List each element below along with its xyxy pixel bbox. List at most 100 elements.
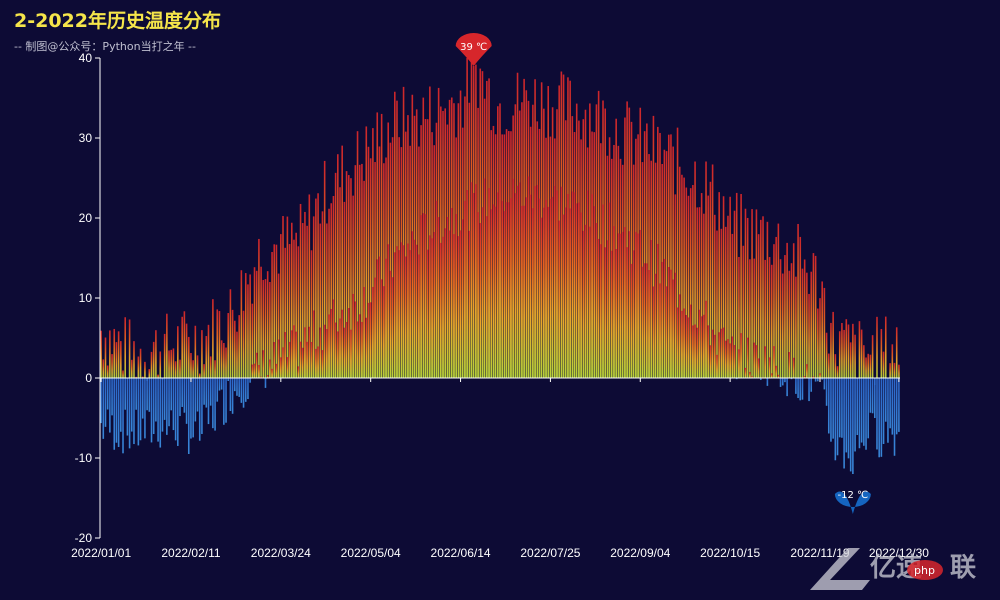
bar-min-temp <box>707 325 710 378</box>
bar-max-temp <box>696 207 699 378</box>
bar-min-temp <box>740 333 742 378</box>
bar-min-temp <box>571 191 574 378</box>
bar-min-temp <box>223 378 225 425</box>
bar-max-temp <box>339 187 341 378</box>
bar-max-temp <box>356 131 359 378</box>
bar-max-temp <box>832 311 834 378</box>
bar-max-temp <box>234 320 236 378</box>
bar-min-temp <box>602 204 604 378</box>
bar-min-temp <box>724 340 727 378</box>
bar-max-temp <box>667 134 670 378</box>
bar-max-temp <box>764 259 766 378</box>
bar-max-temp <box>869 354 872 378</box>
bar-max-temp <box>264 279 267 378</box>
bar-max-temp <box>304 211 306 378</box>
bar-max-temp <box>746 217 749 378</box>
bar-max-temp <box>277 273 280 378</box>
bar-min-temp <box>269 359 271 378</box>
bar-min-temp <box>663 258 666 378</box>
bar-max-temp <box>718 192 720 378</box>
bar-max-temp <box>808 293 810 378</box>
bar-max-temp <box>111 354 113 378</box>
bar-max-temp <box>330 203 333 378</box>
bar-min-temp <box>106 378 109 410</box>
bar-min-temp <box>109 378 111 433</box>
bar-min-temp <box>120 378 122 432</box>
bar-max-temp <box>762 216 764 378</box>
bar-max-temp <box>779 259 782 378</box>
bar-max-temp <box>867 353 870 378</box>
bar-min-temp <box>657 243 659 378</box>
bar-min-temp <box>827 378 830 434</box>
bar-min-temp <box>746 337 749 378</box>
bar-max-temp <box>185 323 188 378</box>
bar-min-temp <box>817 378 819 382</box>
bar-min-temp <box>567 193 569 378</box>
bar-min-temp <box>429 235 431 378</box>
bar-max-temp <box>703 213 705 378</box>
bar-min-temp <box>698 309 701 378</box>
bar-min-temp <box>674 272 677 378</box>
bar-max-temp <box>711 164 714 378</box>
bar-min-temp <box>266 375 269 378</box>
bar-min-temp <box>260 376 262 378</box>
bar-min-temp <box>646 263 648 378</box>
bar-min-temp <box>214 378 216 431</box>
bar-min-temp <box>810 378 813 392</box>
bar-min-temp <box>290 330 293 378</box>
bar-min-temp <box>556 190 558 378</box>
bar-max-temp <box>694 161 696 378</box>
bar-max-temp <box>306 225 308 378</box>
bar-max-temp <box>326 223 328 378</box>
bar-max-temp <box>352 195 354 378</box>
bar-max-temp <box>317 193 319 378</box>
bar-min-temp <box>135 378 137 410</box>
bar-max-temp <box>830 322 832 378</box>
bar-min-temp <box>148 378 151 412</box>
bar-min-temp <box>271 368 273 378</box>
bar-min-temp <box>457 236 460 378</box>
bar-min-temp <box>299 341 302 378</box>
bar-min-temp <box>720 328 723 378</box>
bar-max-temp <box>220 340 223 378</box>
bar-max-temp <box>841 322 843 378</box>
bar-min-temp <box>580 212 582 378</box>
bar-max-temp <box>860 329 863 378</box>
bar-min-temp <box>830 378 832 442</box>
bar-min-temp <box>398 250 400 378</box>
bar-min-temp <box>510 198 512 378</box>
bar-max-temp <box>209 356 212 378</box>
bar-min-temp <box>812 376 815 378</box>
bar-min-temp <box>543 207 545 378</box>
x-tick-label: 2022/11/19 <box>790 546 849 560</box>
bar-min-temp <box>534 186 536 378</box>
bar-min-temp <box>319 327 322 378</box>
bar-min-temp <box>317 346 319 378</box>
bar-min-temp <box>400 242 403 378</box>
bar-min-temp <box>578 202 580 378</box>
bar-min-temp <box>220 378 223 390</box>
bar-max-temp <box>347 175 350 378</box>
bar-max-temp <box>827 353 830 378</box>
bar-min-temp <box>874 378 876 419</box>
bar-max-temp <box>733 210 736 378</box>
bar-max-temp <box>615 118 617 379</box>
bar-min-temp <box>643 263 646 378</box>
bar-min-temp <box>488 188 490 378</box>
x-tick-label: 2022/10/15 <box>700 546 760 560</box>
bar-max-temp <box>801 268 804 378</box>
y-tick-label: 40 <box>79 51 93 65</box>
bar-min-temp <box>442 236 444 378</box>
bar-min-temp <box>284 332 286 378</box>
bar-min-temp <box>558 220 560 378</box>
bar-max-temp <box>249 274 251 378</box>
bar-max-temp <box>768 257 771 378</box>
bar-min-temp <box>718 332 720 378</box>
bar-min-temp <box>665 286 668 378</box>
bar-max-temp <box>683 177 685 378</box>
y-tick-label: -10 <box>75 451 93 465</box>
bar-min-temp <box>505 202 508 378</box>
bar-max-temp <box>803 259 806 378</box>
bar-max-temp <box>321 211 324 378</box>
bar-max-temp <box>790 263 793 378</box>
